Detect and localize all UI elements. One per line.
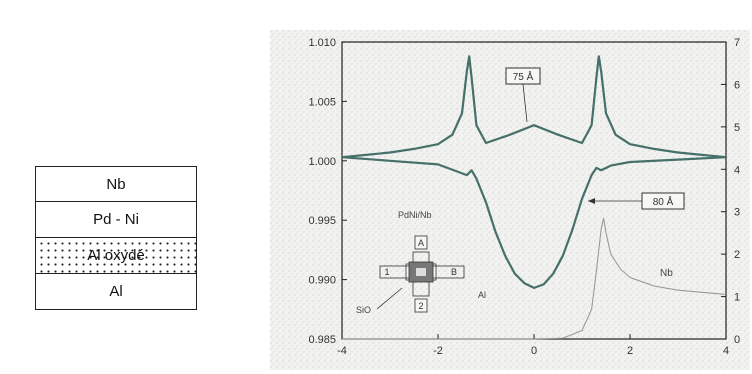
- label-pdni-nb: PdNi/Nb: [398, 210, 432, 220]
- x-tick-label: 2: [627, 345, 633, 357]
- y-right-tick-label: 1: [734, 292, 740, 304]
- inset-box-2: [414, 298, 428, 313]
- label-80: 80 Å: [653, 195, 674, 208]
- x-tick-label: 4: [723, 345, 729, 357]
- layer-stack: Nb Pd - Ni Al oxydé Al: [35, 166, 197, 310]
- y-right-tick-label: 7: [734, 37, 740, 49]
- label-sio: SiO: [356, 305, 371, 315]
- layer-nb-label: Nb: [106, 175, 126, 193]
- conductance-chart: -4 -2 0 2 4 1.010 1.005 1.000 0.995 0.990 0.985 7 6 5…: [270, 30, 750, 370]
- x-tick-label: 0: [531, 345, 537, 357]
- layer-al-label: Al: [109, 283, 123, 300]
- label-nb: Nb: [660, 268, 673, 279]
- inset-label-1: 1: [384, 267, 389, 277]
- sio-leader: [376, 287, 403, 310]
- layer-pdni: Pd - Ni: [35, 202, 197, 238]
- x-tick-label: -4: [337, 345, 347, 357]
- y-right-tick-label: 2: [734, 249, 740, 261]
- junction-inset: A B 1 2: [376, 235, 465, 313]
- y-right-tick-label: 3: [734, 207, 740, 219]
- y-right-tick-label: 6: [734, 79, 740, 91]
- y-tick-label: 1.010: [308, 37, 336, 49]
- series-80-line: [341, 156, 727, 289]
- layer-al-oxide-label: Al oxydé: [87, 247, 145, 264]
- series-nb-line: [342, 217, 727, 340]
- y-tick-label: 1.000: [308, 156, 336, 168]
- y-tick-label: 0.985: [308, 334, 336, 346]
- y-tick-label: 0.990: [308, 275, 336, 287]
- arrow-80: [588, 198, 595, 204]
- layer-nb: Nb: [35, 166, 197, 202]
- leader-75: [522, 83, 528, 123]
- inset-core: [416, 268, 426, 276]
- layer-al-oxide: Al oxydé: [35, 238, 197, 274]
- label-75: 75 Å: [513, 70, 534, 83]
- label-al: Al: [478, 290, 486, 300]
- y-tick-label: 0.995: [308, 215, 336, 227]
- inset-label-2: 2: [418, 301, 423, 311]
- x-tick-label: -2: [433, 345, 443, 357]
- y-tick-label: 1.005: [308, 96, 336, 108]
- y-right-tick-label: 5: [734, 122, 740, 134]
- inset-box-a: [414, 235, 428, 250]
- inset-label-a: A: [418, 238, 424, 248]
- y-right-tick-label: 0: [734, 334, 740, 346]
- y-right-tick-label: 4: [734, 164, 740, 176]
- layer-pdni-label: Pd - Ni: [93, 211, 139, 228]
- layer-al: Al: [35, 274, 197, 310]
- inset-label-b: B: [451, 267, 457, 277]
- series-75-line: [341, 55, 727, 159]
